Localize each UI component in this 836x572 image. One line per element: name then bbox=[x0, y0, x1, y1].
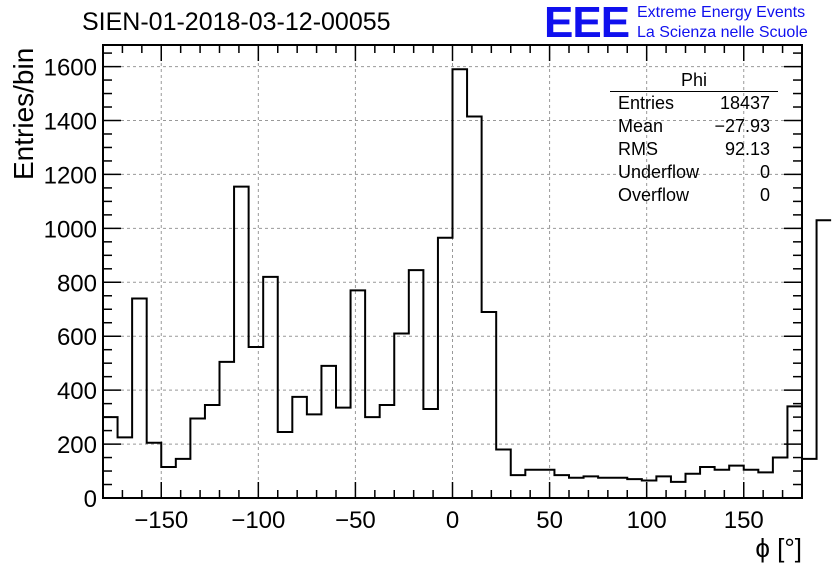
x-tick-label: −100 bbox=[231, 507, 285, 534]
stats-row-underflow: Underflow 0 bbox=[610, 161, 778, 184]
stats-box: Phi Entries 18437 Mean −27.93 RMS 92.13 Und… bbox=[610, 70, 778, 207]
stats-value: 18437 bbox=[719, 93, 770, 113]
axis-ticks bbox=[103, 45, 802, 499]
y-tick-label: 1400 bbox=[44, 109, 97, 136]
y-tick-label: 1200 bbox=[44, 162, 97, 189]
y-tick-label: 800 bbox=[57, 270, 97, 297]
y-tick-label: 1000 bbox=[44, 216, 97, 243]
x-tick-label: 100 bbox=[627, 507, 667, 534]
y-tick-label: 600 bbox=[57, 324, 97, 351]
stats-label: Entries bbox=[618, 93, 675, 113]
stats-value: 92.13 bbox=[724, 139, 770, 159]
stats-value: 0 bbox=[759, 185, 770, 205]
y-tick-label: 200 bbox=[57, 432, 97, 459]
x-tick-label: 0 bbox=[446, 507, 459, 534]
x-tick-label: 50 bbox=[536, 507, 563, 534]
stats-label: Mean bbox=[618, 116, 664, 136]
x-tick-label: −50 bbox=[335, 507, 376, 534]
y-tick-label: 1600 bbox=[44, 55, 97, 82]
x-axis-label: ϕ [°] bbox=[755, 533, 802, 563]
eee-logo: EEE bbox=[544, 0, 630, 47]
stats-row-mean: Mean −27.93 bbox=[610, 115, 778, 138]
logo-line-2: La Scienza nelle Scuole bbox=[637, 24, 808, 41]
stats-row-entries: Entries 18437 bbox=[610, 92, 778, 115]
histogram-series-line bbox=[103, 68, 832, 483]
y-tick-label: 0 bbox=[84, 486, 97, 513]
logo-line-1: Extreme Energy Events bbox=[637, 4, 806, 21]
stats-label: RMS bbox=[618, 139, 658, 159]
x-tick-label: −150 bbox=[134, 507, 188, 534]
stats-value: −27.93 bbox=[714, 116, 770, 136]
stats-row-overflow: Overflow 0 bbox=[610, 184, 778, 207]
y-axis-label: Entries/bin bbox=[8, 47, 39, 180]
stats-title: Phi bbox=[610, 70, 778, 92]
chart-title: SIEN-01-2018-03-12-00055 bbox=[82, 8, 391, 36]
stats-row-rms: RMS 92.13 bbox=[610, 138, 778, 161]
stats-value: 0 bbox=[759, 162, 770, 182]
y-tick-label: 400 bbox=[57, 378, 97, 405]
stats-label: Overflow bbox=[618, 185, 690, 205]
stats-label: Underflow bbox=[618, 162, 700, 182]
tick-labels: −150 −100 −50 0 50 100 150 0 200 400 600 800 1000 120… bbox=[44, 55, 764, 534]
x-tick-label: 150 bbox=[724, 507, 764, 534]
